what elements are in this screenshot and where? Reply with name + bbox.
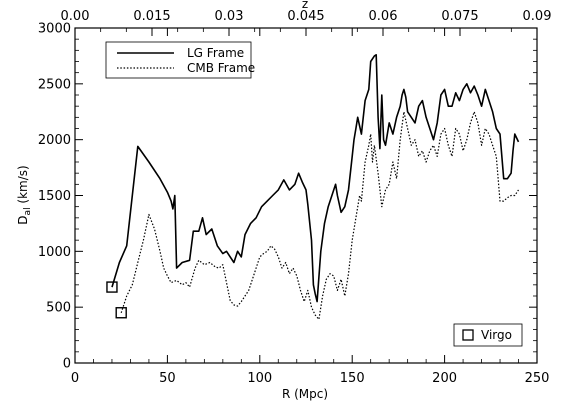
top-tick-label: 0.015	[133, 9, 170, 24]
top-tick-label: 0.06	[369, 9, 398, 24]
y-axis-label-main: D	[16, 215, 30, 224]
y-axis-label-sub: al	[23, 207, 33, 215]
virgo-marker	[115, 307, 127, 319]
top-tick-label: 0.045	[287, 9, 324, 24]
y-tick-label: 500	[46, 301, 71, 316]
marker-group	[106, 281, 127, 319]
y-tick-label: 2000	[38, 133, 71, 148]
x-tick-label: 0	[71, 371, 79, 386]
x-tick-label: 250	[525, 371, 550, 386]
top-tick-label: 0.09	[523, 9, 552, 24]
y-tick-label: 0	[63, 357, 71, 372]
legend-virgo: Virgo	[453, 323, 523, 347]
x-tick-label: 200	[432, 371, 457, 386]
series-group	[111, 54, 520, 320]
y-tick-label: 3000	[38, 22, 71, 37]
y-axis-label: Dal (km/s)	[16, 165, 33, 224]
legend-box	[105, 41, 252, 79]
legend-top: LG Frame CMB Frame	[105, 41, 255, 79]
x-tick-label: 50	[159, 371, 176, 386]
virgo-marker	[106, 281, 118, 293]
y-tick-label: 1000	[38, 245, 71, 260]
top-tick-label: 0.03	[215, 9, 244, 24]
tick-labels: 0 50 100 150 200 2500500100015002000250030000…	[38, 9, 552, 386]
series-line-lg-frame	[111, 54, 520, 303]
legend-label-lg: LG Frame	[187, 46, 244, 60]
legend-virgo-square-icon	[462, 329, 474, 341]
top-axis-label: z	[302, 0, 308, 11]
x-axis-label: R (Mpc)	[282, 387, 328, 401]
legend-label-virgo: Virgo	[481, 328, 512, 342]
y-tick-label: 1500	[38, 189, 71, 204]
y-tick-label: 2500	[38, 77, 71, 92]
axis-ticks	[74, 27, 538, 364]
y-axis-label-unit: (km/s)	[16, 165, 30, 207]
series-line-cmb-frame	[120, 111, 520, 320]
legend-label-cmb: CMB Frame	[187, 61, 255, 75]
x-tick-label: 100	[247, 371, 272, 386]
top-tick-label: 0.00	[61, 9, 90, 24]
x-tick-label: 150	[340, 371, 365, 386]
top-tick-label: 0.075	[441, 9, 478, 24]
